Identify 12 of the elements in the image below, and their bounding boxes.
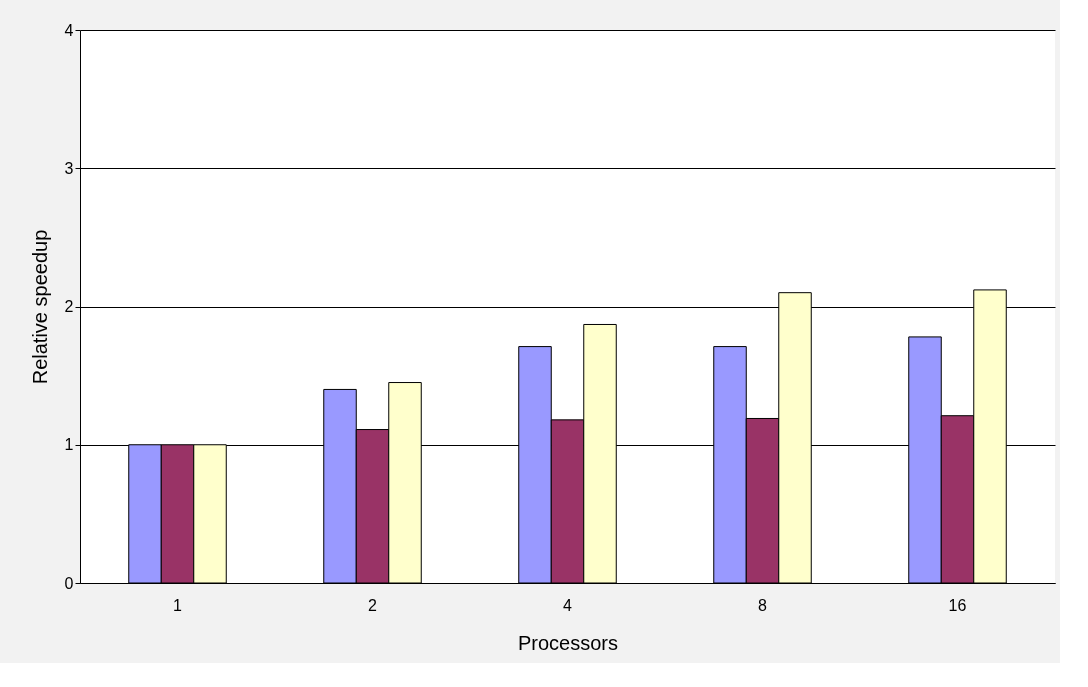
x-tick-label: 2 xyxy=(368,596,378,614)
x-tick-label: 8 xyxy=(758,596,768,614)
y-axis-title: Relative speedup xyxy=(28,229,51,385)
y-tick-label: 2 xyxy=(64,298,74,315)
y-tick-label: 0 xyxy=(64,574,74,592)
x-tick-label: 16 xyxy=(948,596,967,614)
x-tick-label: 1 xyxy=(173,596,183,614)
y-tick-label: 1 xyxy=(64,436,74,454)
x-tick-label: 4 xyxy=(563,596,573,614)
y-tick-label: 3 xyxy=(64,159,74,177)
y-tick-label: 4 xyxy=(64,21,74,39)
x-axis-title: Processors xyxy=(517,631,619,654)
